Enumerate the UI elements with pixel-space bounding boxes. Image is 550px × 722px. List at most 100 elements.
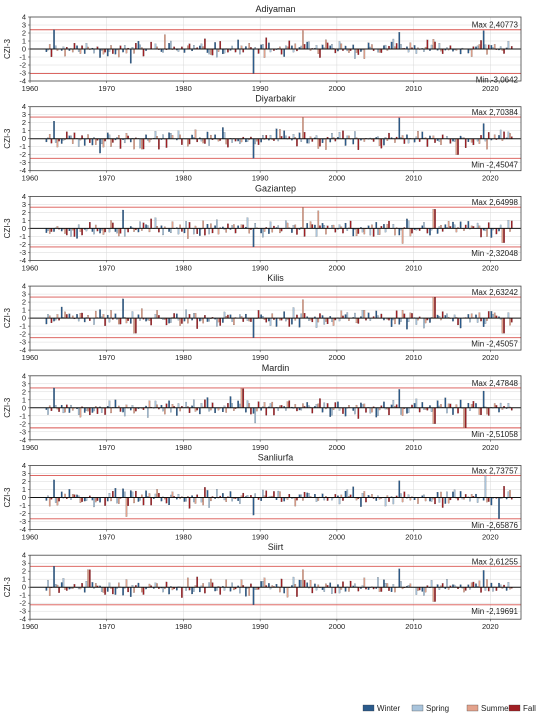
bar	[110, 498, 111, 502]
bar	[118, 49, 119, 57]
bar	[488, 408, 489, 416]
bar	[446, 314, 447, 318]
bar	[110, 45, 111, 49]
bar	[442, 583, 443, 587]
bar	[202, 139, 203, 143]
bar	[302, 117, 303, 139]
bar	[448, 498, 449, 504]
bar	[118, 318, 119, 324]
bar	[162, 49, 163, 53]
bar	[64, 228, 65, 233]
bar	[222, 127, 223, 138]
bar	[391, 587, 392, 592]
bar	[302, 207, 303, 228]
bar	[266, 135, 267, 139]
bar	[319, 139, 320, 147]
y-tick-label: -1	[19, 53, 26, 62]
max-annotation: Max 2,47848	[472, 379, 519, 388]
bar	[299, 133, 300, 139]
bar	[253, 318, 254, 338]
bar	[179, 135, 180, 139]
bar	[508, 220, 509, 228]
bar	[239, 49, 240, 54]
bar	[80, 498, 81, 503]
bar	[304, 492, 305, 497]
bar	[281, 49, 282, 54]
bar	[365, 498, 366, 503]
bar	[118, 583, 119, 587]
bar	[491, 311, 492, 318]
bar	[195, 313, 196, 318]
bar	[254, 139, 255, 144]
bar	[93, 498, 94, 507]
y-tick-label: 1	[22, 485, 26, 494]
bar	[181, 318, 182, 324]
bar	[377, 408, 378, 416]
bar	[500, 130, 501, 139]
bar	[500, 403, 501, 408]
bar	[354, 584, 355, 588]
bar	[115, 488, 116, 497]
bar	[442, 49, 443, 54]
bar	[322, 45, 323, 49]
bar	[156, 489, 157, 497]
bar	[262, 581, 263, 587]
bar	[76, 314, 77, 318]
bar	[408, 139, 409, 144]
bar	[414, 403, 415, 408]
bar	[479, 313, 480, 318]
bar	[503, 132, 504, 139]
bar	[187, 139, 188, 147]
x-tick-label: 1960	[22, 443, 39, 452]
bar	[138, 228, 139, 232]
bar	[339, 41, 340, 49]
bar	[126, 318, 127, 323]
bar	[225, 580, 226, 587]
bar	[122, 299, 123, 318]
bar	[178, 131, 179, 139]
bar	[51, 318, 52, 323]
bar	[110, 310, 111, 318]
bar	[122, 210, 123, 228]
bar	[109, 228, 110, 232]
bar	[370, 408, 371, 414]
bar	[216, 220, 217, 229]
y-tick-label: 0	[22, 224, 26, 233]
bar	[483, 391, 484, 408]
bar	[196, 228, 197, 234]
bar	[93, 49, 94, 53]
bar	[260, 139, 261, 143]
bar	[356, 228, 357, 236]
bar	[331, 44, 332, 49]
bar	[442, 498, 443, 508]
bar	[189, 44, 190, 49]
bar	[99, 228, 100, 233]
bar	[335, 228, 336, 232]
bar	[295, 404, 296, 407]
bar	[385, 228, 386, 232]
bar	[225, 228, 226, 232]
bar	[306, 493, 307, 498]
bar	[193, 587, 194, 592]
bar	[84, 139, 85, 146]
bar	[150, 219, 151, 229]
bar	[508, 582, 509, 587]
x-tick-label: 2020	[482, 263, 499, 272]
bar	[58, 498, 59, 502]
bar	[276, 129, 277, 139]
bar	[419, 408, 420, 412]
bar	[304, 228, 305, 236]
bar	[301, 580, 302, 587]
bar	[337, 402, 338, 408]
bar	[202, 498, 203, 506]
bar	[138, 41, 139, 49]
bar	[258, 49, 259, 54]
legend-swatch	[509, 705, 520, 711]
bar	[143, 139, 144, 149]
bar	[318, 318, 319, 322]
bar	[310, 580, 311, 587]
bar	[101, 408, 102, 413]
bar	[500, 225, 501, 228]
bar	[115, 400, 116, 408]
bar	[350, 221, 351, 228]
